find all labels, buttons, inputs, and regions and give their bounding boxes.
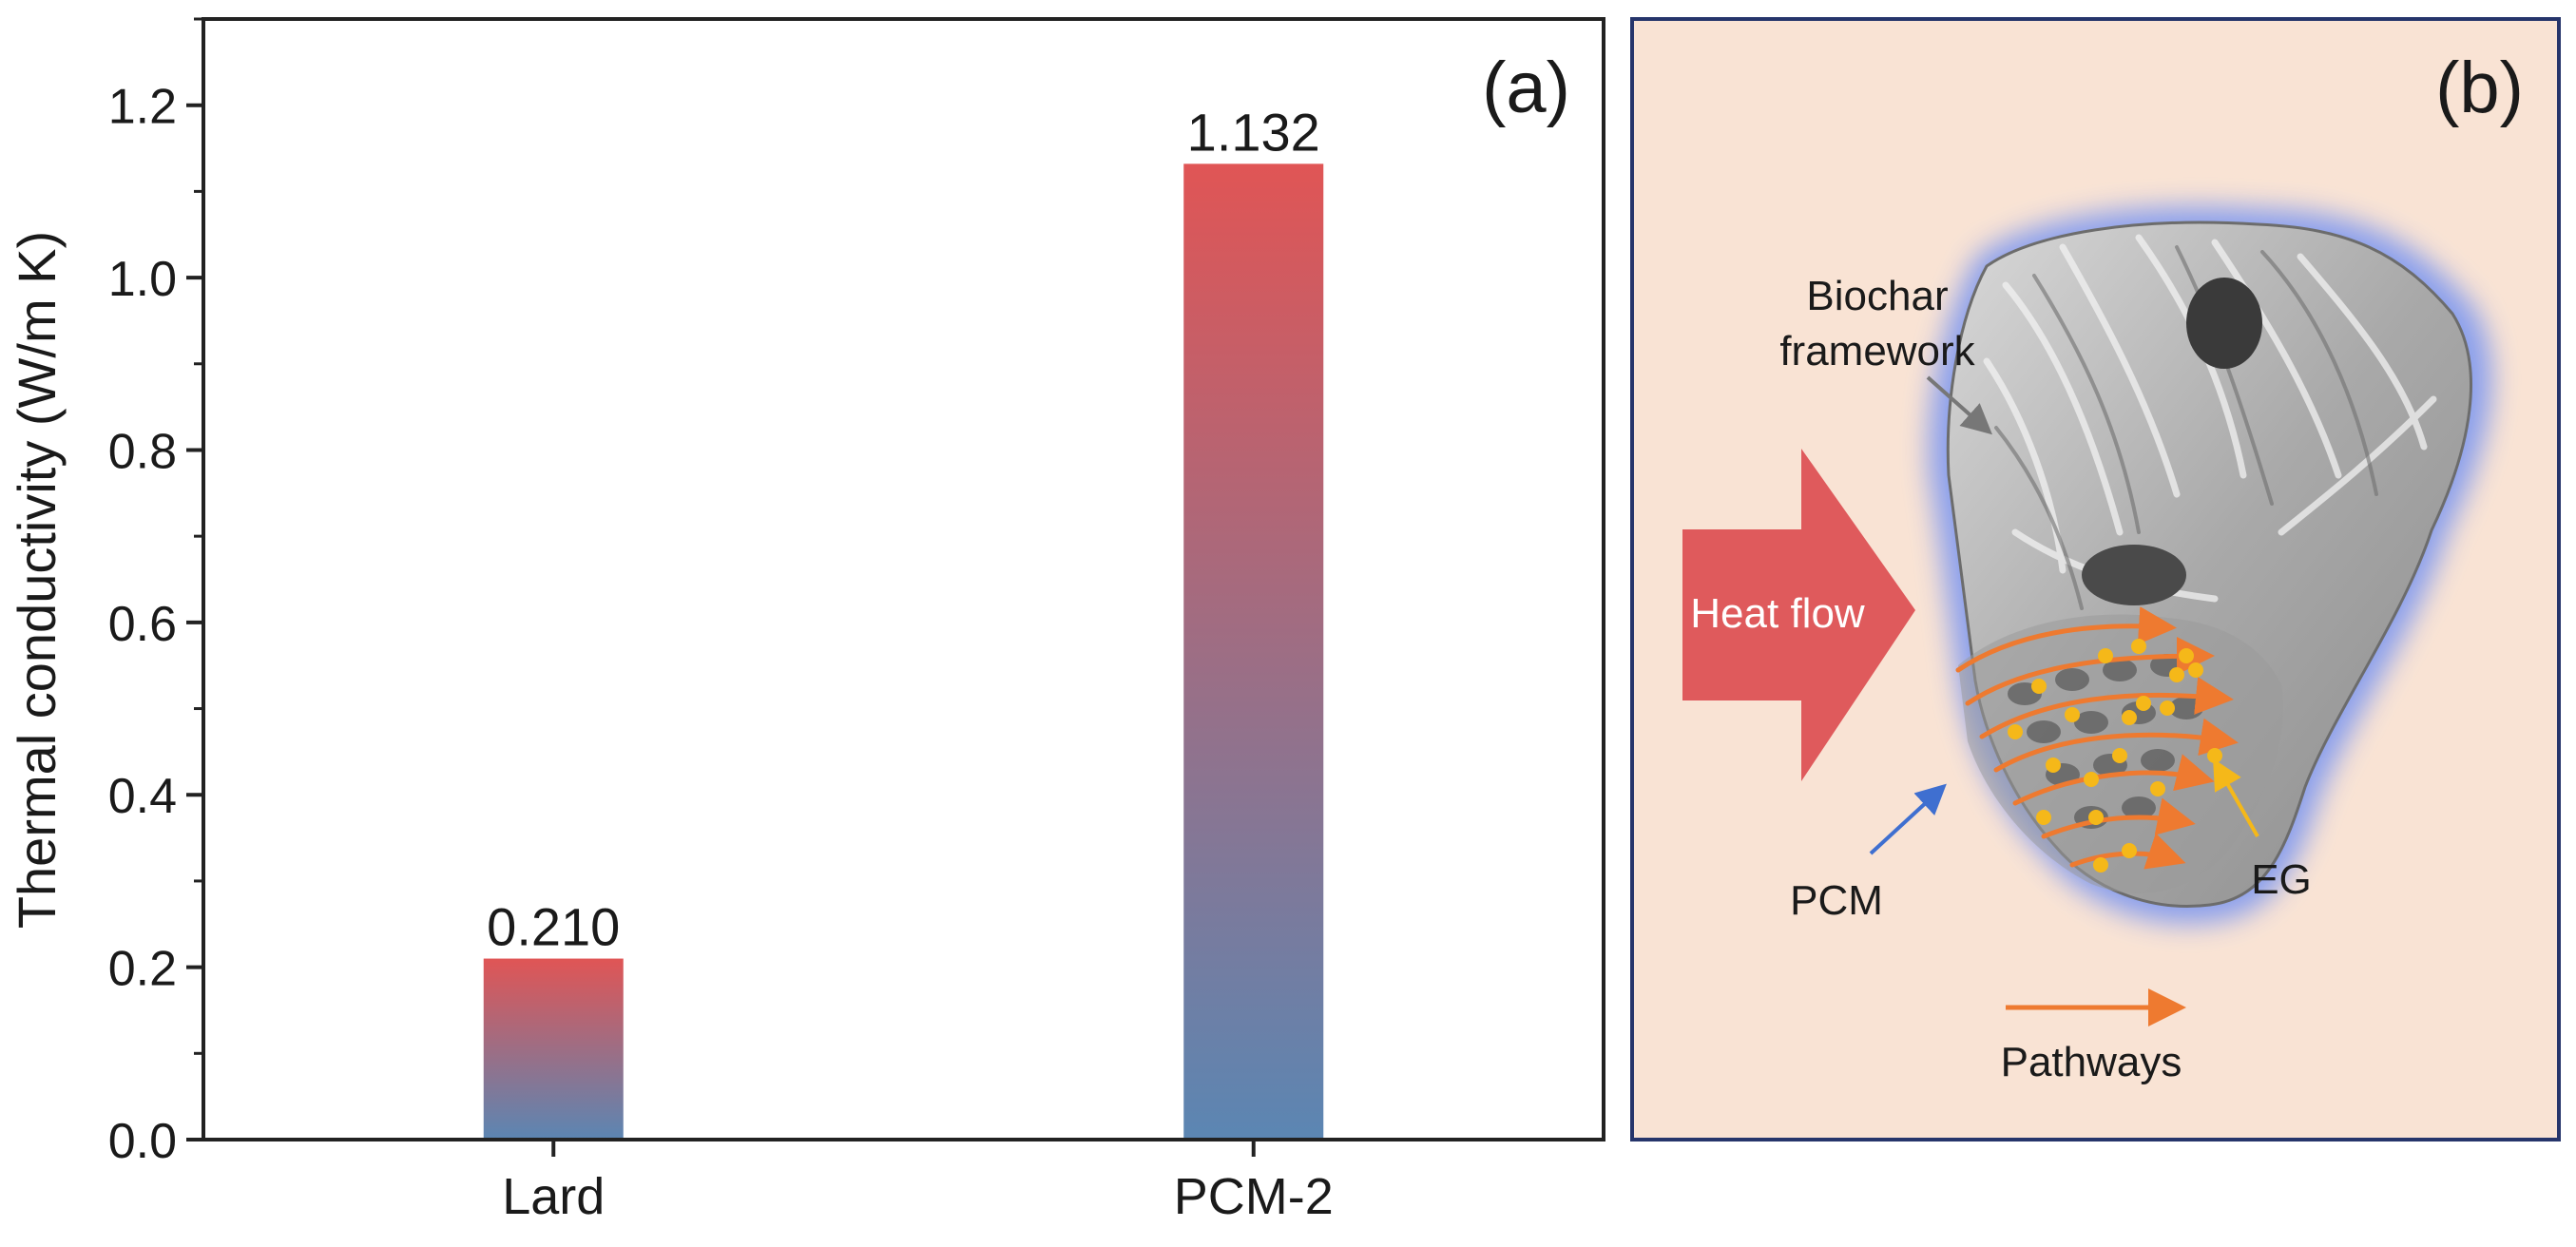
plot-frame (202, 17, 1605, 1141)
y-axis-tick-labels: 0.0 0.2 0.4 0.6 0.8 1.0 1.2 (108, 80, 177, 1169)
y-tick-label: 0.4 (108, 769, 177, 824)
y-tick-label: 1.2 (108, 80, 177, 135)
thermal-pathways (1955, 606, 2239, 870)
bars (483, 163, 1324, 1141)
x-tick-label: Lard (502, 1168, 605, 1225)
eg-callout-arrow (2213, 758, 2259, 837)
y-tick-label: 0.8 (108, 424, 177, 479)
pcm-cells (2008, 654, 2203, 829)
bar-pcm-2 (1183, 163, 1324, 1141)
pcm-callout-arrow (1869, 783, 1947, 855)
bar-data-label: 0.210 (487, 897, 620, 957)
heat-flow-label: Heat flow (1690, 590, 1865, 637)
biochar-pore (2082, 545, 2186, 605)
panel-label-b: (b) (2435, 48, 2524, 128)
x-axis-tick-labels: Lard PCM-2 (502, 1168, 1334, 1225)
biochar-label-line1: Biochar (1806, 273, 1948, 319)
y-axis-label: Thermal conductivity (W/m K) (7, 231, 67, 929)
x-tick-label: PCM-2 (1174, 1168, 1334, 1225)
bar-chart: 0.0 0.2 0.4 0.6 0.8 1.0 1.2 0.210 1.132 Lard PCM… (7, 17, 1605, 1225)
heat-flow-arrow: Heat flow (1682, 449, 1915, 781)
bar-data-label: 1.132 (1187, 102, 1320, 162)
pcm-label: PCM (1790, 877, 1883, 924)
y-tick-label: 0.2 (108, 942, 177, 997)
bar-data-labels: 0.210 1.132 (487, 102, 1320, 956)
y-tick-label: 0.6 (108, 597, 177, 652)
pathways-label: Pathways (2001, 1039, 2182, 1085)
biochar-pore (2186, 278, 2262, 369)
y-axis-ticks (186, 17, 203, 1141)
eg-label: EG (2251, 856, 2312, 903)
y-tick-label: 0.0 (108, 1114, 177, 1169)
schematic-panel: (b) Heat flow (1630, 17, 2561, 1141)
panel-label-a: (a) (1482, 48, 1570, 128)
bar-lard (483, 958, 624, 1140)
x-axis-ticks (551, 1140, 1256, 1157)
biochar-callout-arrow (1926, 375, 1992, 435)
y-tick-label: 1.0 (108, 252, 177, 307)
biochar-label-line2: framework (1779, 328, 1975, 374)
eg-particles (2008, 639, 2222, 873)
